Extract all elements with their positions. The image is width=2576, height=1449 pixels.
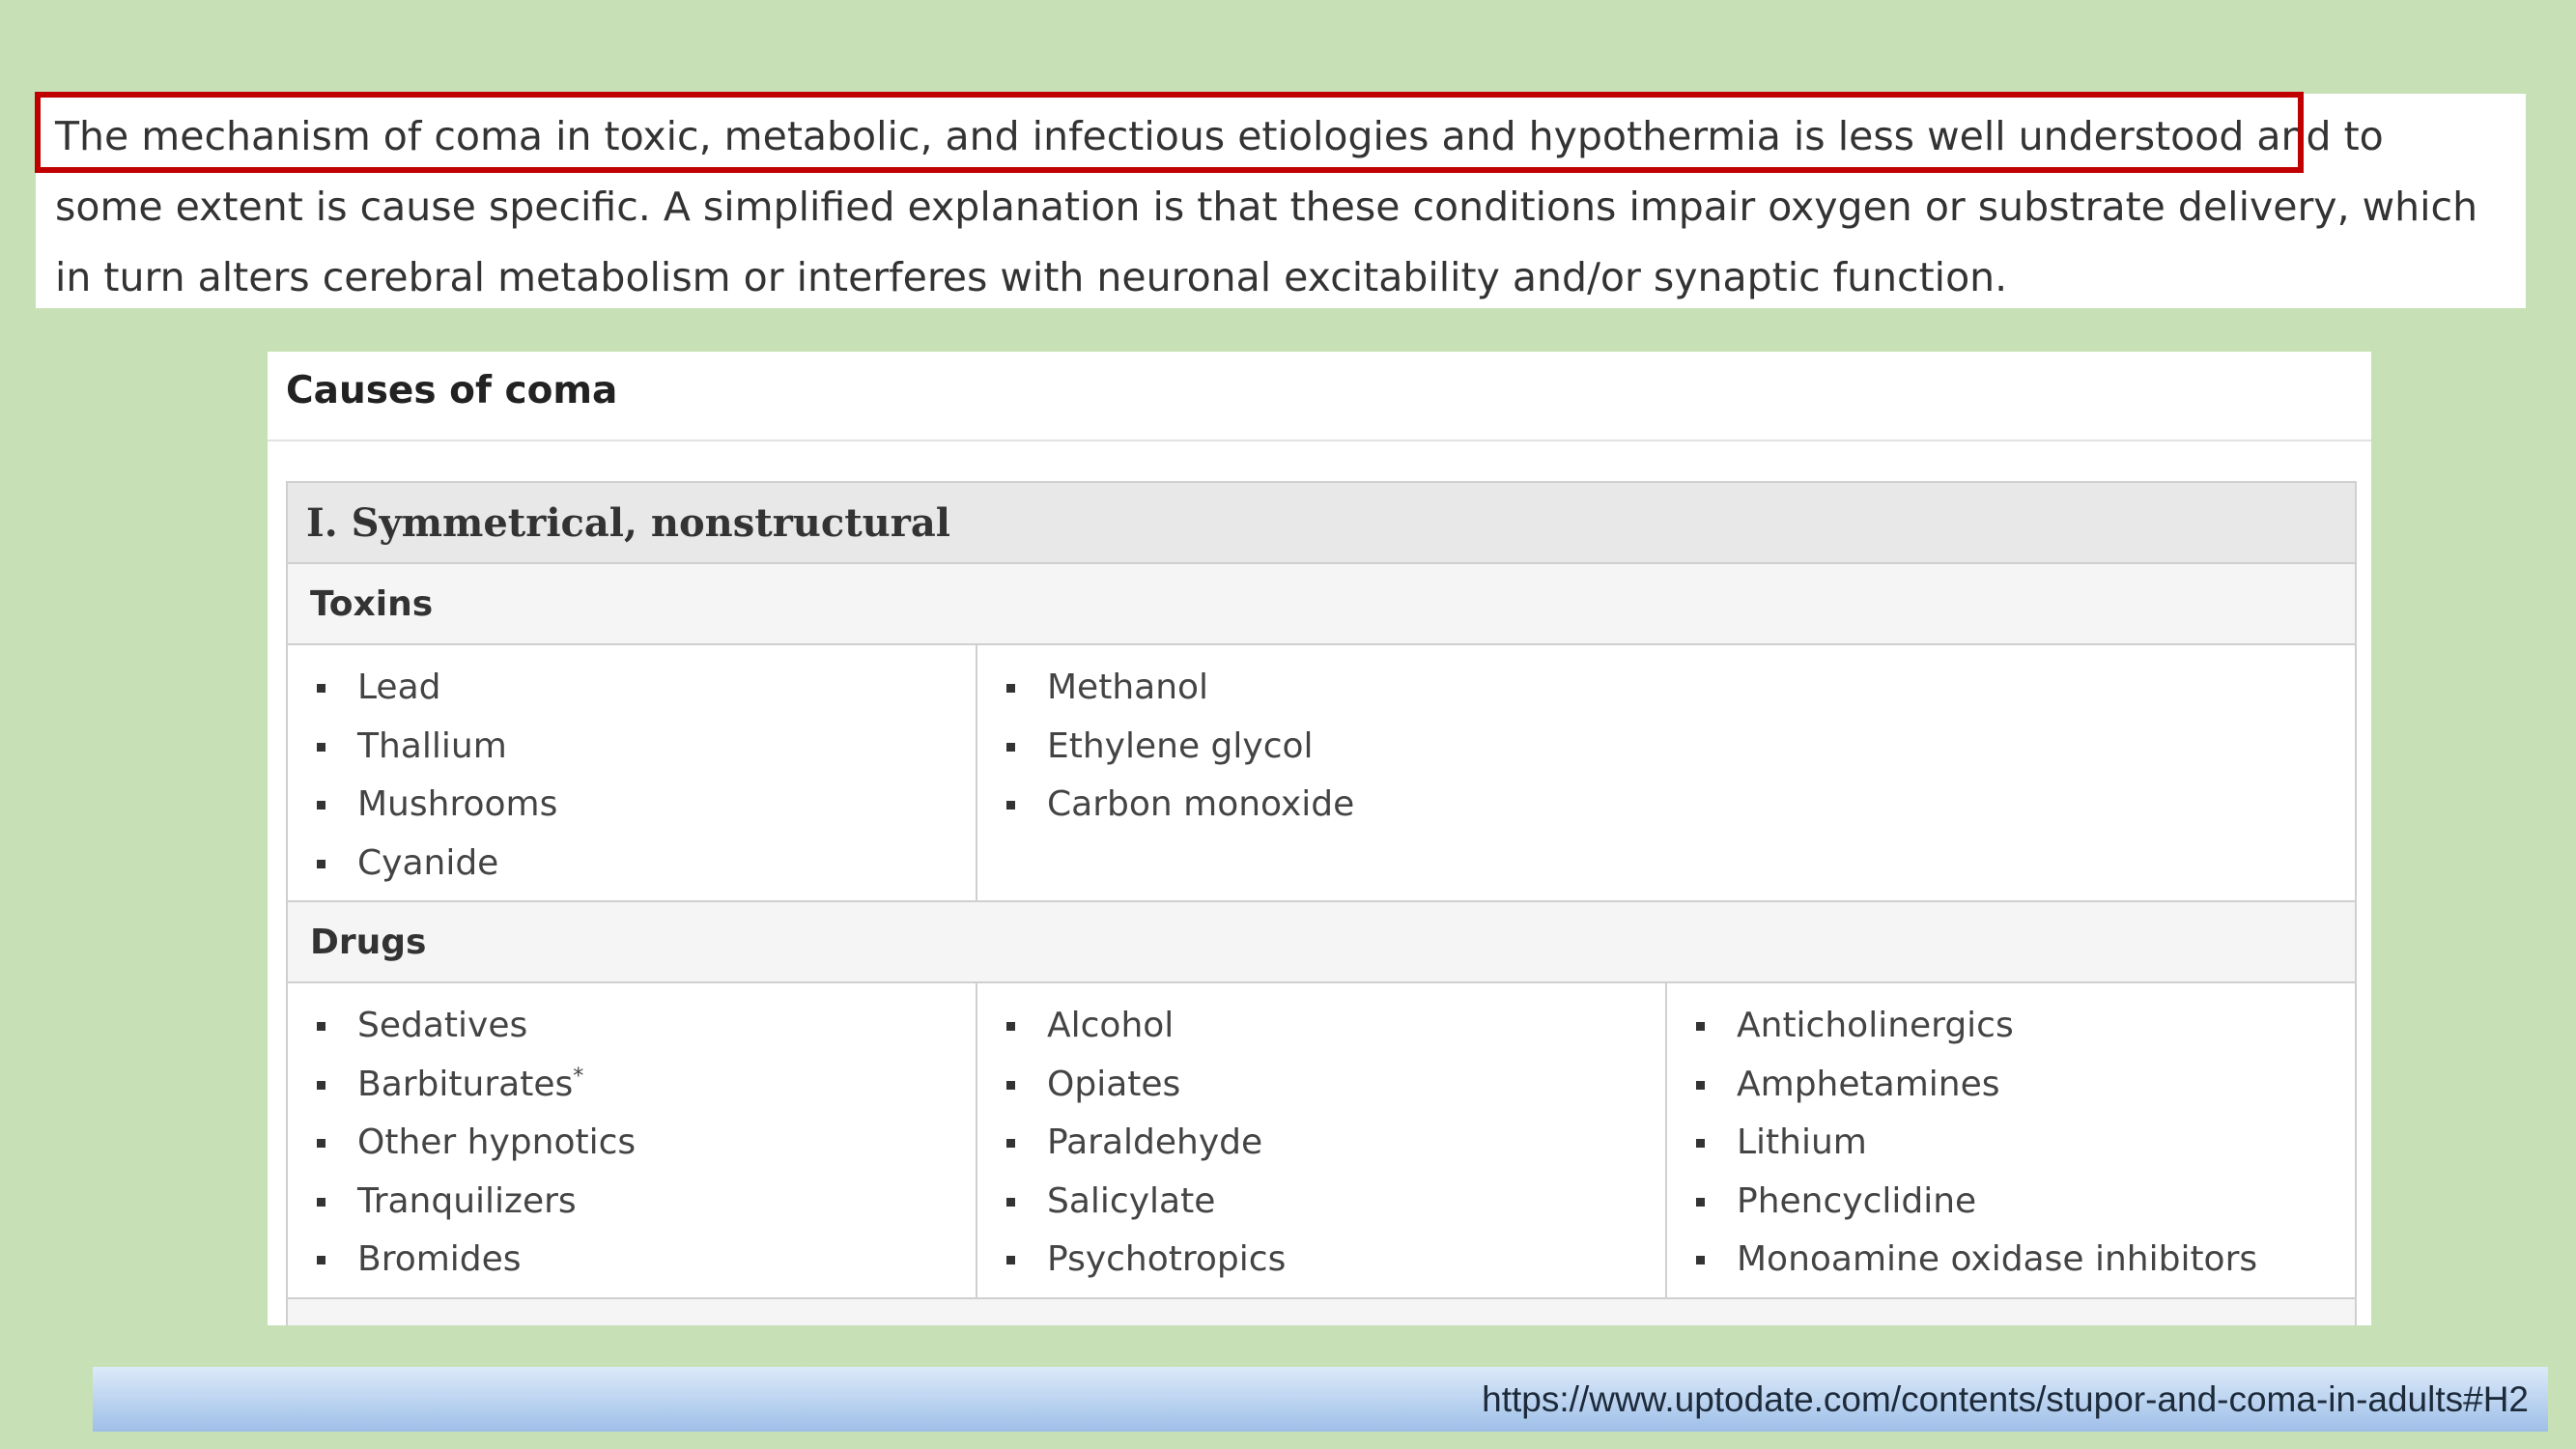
highlight-box bbox=[35, 92, 2304, 173]
toxins-row: Lead Thallium Mushrooms Cyanide Methanol… bbox=[286, 643, 2358, 902]
card-divider bbox=[268, 440, 2371, 441]
causes-table: I. Symmetrical, nonstructural Toxins Lea… bbox=[285, 481, 2358, 1325]
list-item: Psychotropics bbox=[1006, 1231, 1665, 1290]
list-item: Alcohol bbox=[1006, 997, 1665, 1056]
list-item: Bromides bbox=[317, 1231, 976, 1290]
list-item: Paraldehyde bbox=[1006, 1114, 1665, 1173]
list-item: Thallium bbox=[317, 718, 976, 777]
list-item: Carbon monoxide bbox=[1006, 776, 2355, 835]
explanation-paragraph: The mechanism of coma in toxic, metaboli… bbox=[36, 94, 2526, 308]
drugs-row: Sedatives Barbiturates* Other hypnotics … bbox=[286, 981, 2358, 1299]
card-title: Causes of coma bbox=[286, 369, 618, 412]
list-item: Amphetamines bbox=[1696, 1056, 2355, 1115]
list-item: Lithium bbox=[1696, 1114, 2355, 1173]
drugs-col-2: Alcohol Opiates Paraldehyde Salicylate P… bbox=[976, 981, 1667, 1299]
footnote-mark: * bbox=[573, 1064, 584, 1089]
paragraph-line-1-rest: and to bbox=[2256, 113, 2384, 159]
list-item: Opiates bbox=[1006, 1056, 1665, 1115]
paragraph-line-2: some extent is cause specific. A simplif… bbox=[55, 184, 2478, 230]
toxins-col-1: Lead Thallium Mushrooms Cyanide bbox=[286, 643, 977, 902]
list-item: Lead bbox=[317, 659, 976, 718]
list-item: Anticholinergics bbox=[1696, 997, 2355, 1056]
drugs-col-1: Sedatives Barbiturates* Other hypnotics … bbox=[286, 981, 977, 1299]
toxins-col-2: Methanol Ethylene glycol Carbon monoxide bbox=[975, 643, 2358, 902]
list-item: Salicylate bbox=[1006, 1173, 1665, 1232]
causes-of-coma-card: Causes of coma I. Symmetrical, nonstruct… bbox=[268, 352, 2371, 1325]
list-item: Cyanide bbox=[317, 835, 976, 894]
source-url[interactable]: https://www.uptodate.com/contents/stupor… bbox=[1482, 1379, 2529, 1419]
highlighted-sentence: The mechanism of coma in toxic, metaboli… bbox=[55, 113, 2245, 159]
list-item-text: Barbiturates bbox=[357, 1064, 574, 1104]
source-footer-bar: https://www.uptodate.com/contents/stupor… bbox=[93, 1367, 2548, 1432]
list-item: Monoamine oxidase inhibitors bbox=[1696, 1231, 2355, 1290]
list-item: Barbiturates* bbox=[317, 1056, 976, 1115]
toxins-heading: Toxins bbox=[285, 562, 2358, 645]
section-title: I. Symmetrical, nonstructural bbox=[285, 481, 2358, 564]
list-item: Sedatives bbox=[317, 997, 976, 1056]
drugs-col-3: Anticholinergics Amphetamines Lithium Ph… bbox=[1664, 981, 2358, 1299]
list-item: Ethylene glycol bbox=[1006, 718, 2355, 777]
toxins-header-row: Toxins bbox=[285, 562, 2358, 645]
list-item: Other hypnotics bbox=[317, 1114, 976, 1173]
drugs-heading: Drugs bbox=[285, 900, 2358, 983]
list-item: Phencyclidine bbox=[1696, 1173, 2355, 1232]
next-section-row bbox=[285, 1296, 2358, 1325]
list-item: Mushrooms bbox=[317, 776, 976, 835]
paragraph-line-1: The mechanism of coma in toxic, metaboli… bbox=[55, 101, 2506, 172]
next-section-cell bbox=[285, 1296, 2358, 1325]
drugs-header-row: Drugs bbox=[285, 900, 2358, 983]
paragraph-line-3: in turn alters cerebral metabolism or in… bbox=[55, 254, 2008, 300]
list-item: Methanol bbox=[1006, 659, 2355, 718]
list-item: Tranquilizers bbox=[317, 1173, 976, 1232]
section-header-row: I. Symmetrical, nonstructural bbox=[285, 481, 2358, 564]
